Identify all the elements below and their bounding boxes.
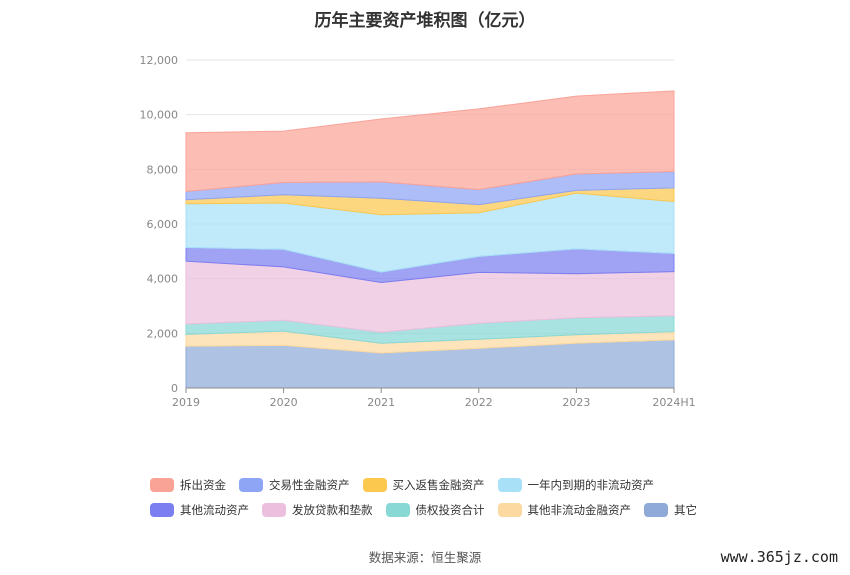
y-tick-label: 0	[171, 382, 178, 395]
legend-row: 拆出资金 交易性金融资产 买入返售金融资产 一年内到期的非流动资产	[150, 472, 750, 497]
legend-row: 其他流动资产 发放贷款和垫款 债权投资合计 其他非流动金融资产 其它	[150, 497, 750, 522]
x-tick-label: 2019	[172, 396, 200, 409]
legend-item[interactable]: 拆出资金	[150, 477, 226, 493]
legend-label: 其它	[674, 502, 697, 517]
area-拆出资金[interactable]	[185, 90, 675, 193]
legend-swatch	[150, 502, 174, 517]
x-tick-label: 2022	[465, 396, 493, 409]
x-tick-label: 2020	[270, 396, 298, 409]
y-tick-label: 8,000	[147, 163, 179, 176]
legend-item[interactable]: 其它	[644, 502, 697, 518]
legend-swatch	[385, 502, 410, 517]
legend-label: 一年内到期的非流动资产	[527, 477, 655, 492]
legend-swatch	[644, 502, 668, 517]
y-tick-label: 12,000	[140, 54, 179, 67]
legend: 拆出资金 交易性金融资产 买入返售金融资产 一年内到期的非流动资产其他流动资产 发放贷款…	[150, 472, 750, 522]
legend-label: 交易性金融资产	[269, 477, 350, 492]
legend-swatch	[362, 477, 387, 492]
legend-item[interactable]: 交易性金融资产	[239, 477, 350, 493]
legend-item[interactable]: 一年内到期的非流动资产	[497, 477, 655, 493]
legend-item[interactable]: 债权投资合计	[385, 502, 485, 518]
legend-label: 其他流动资产	[180, 502, 249, 517]
legend-swatch	[239, 477, 263, 492]
legend-swatch	[150, 477, 174, 492]
legend-label: 发放贷款和垫款	[292, 502, 373, 517]
legend-item[interactable]: 其他流动资产	[150, 502, 249, 518]
y-tick-label: 2,000	[147, 327, 179, 340]
x-tick-label: 2023	[562, 396, 590, 409]
legend-label: 拆出资金	[180, 477, 226, 492]
y-tick-label: 10,000	[140, 109, 179, 122]
legend-item[interactable]: 发放贷款和垫款	[262, 502, 373, 518]
legend-label: 其他非流动金融资产	[527, 502, 632, 517]
stacked-area-chart: 0 2,000 4,000 6,000 8,000 10,000 12,000 2019 202…	[140, 54, 696, 409]
x-tick-label: 2021	[367, 396, 395, 409]
chart-title: 历年主要资产堆积图（亿元）	[314, 11, 536, 31]
legend-label: 买入返售金融资产	[392, 477, 485, 492]
legend-item[interactable]: 其他非流动金融资产	[497, 502, 632, 518]
legend-swatch	[497, 477, 522, 492]
legend-item[interactable]: 买入返售金融资产	[362, 477, 485, 493]
legend-swatch	[262, 502, 286, 517]
area-series	[185, 90, 675, 389]
x-tick-label: 2024H1	[652, 396, 695, 409]
legend-swatch	[497, 502, 522, 517]
data-source: 数据来源：恒生聚源	[368, 550, 482, 565]
legend-label: 债权投资合计	[415, 502, 485, 517]
y-tick-label: 6,000	[147, 218, 179, 231]
y-tick-label: 4,000	[147, 273, 179, 286]
watermark: www.365jz.com	[720, 548, 838, 566]
axes: 0 2,000 4,000 6,000 8,000 10,000 12,000 2019 202…	[140, 54, 696, 409]
